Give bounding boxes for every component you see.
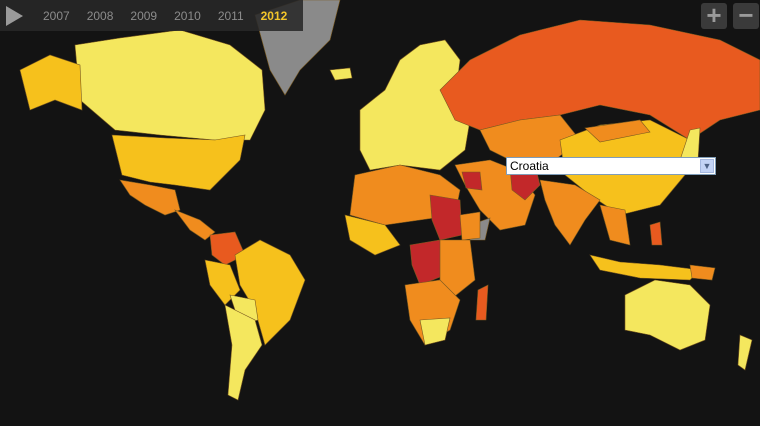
year-2011[interactable]: 2011 (217, 8, 244, 23)
country-select[interactable]: Croatia ▼ (506, 157, 716, 175)
country-png[interactable] (689, 264, 716, 281)
country-mongolia[interactable] (584, 119, 651, 143)
country-russia[interactable] (439, 19, 760, 141)
country-australia[interactable] (624, 279, 711, 351)
country-alaska[interactable] (19, 54, 83, 111)
country-se-asia[interactable] (599, 204, 631, 246)
country-south-africa[interactable] (419, 317, 451, 346)
country-congo[interactable] (409, 239, 446, 286)
country-new-zealand[interactable] (737, 334, 753, 371)
country-philippines[interactable] (649, 221, 663, 246)
year-2010[interactable]: 2010 (174, 8, 201, 23)
country-usa[interactable] (111, 134, 246, 191)
country-ethiopia[interactable] (459, 211, 481, 241)
country-east-africa[interactable] (439, 239, 476, 301)
country-mexico[interactable] (119, 179, 181, 216)
timeline-bar: 2007 2008 2009 2010 2011 2012 (0, 0, 303, 31)
zoom-out-button[interactable]: − (733, 2, 759, 29)
country-canada[interactable] (74, 29, 266, 141)
play-icon[interactable] (6, 5, 23, 26)
country-argentina[interactable] (224, 304, 263, 401)
zoom-in-button[interactable]: + (701, 2, 727, 29)
country-madagascar[interactable] (475, 284, 489, 321)
country-central-america[interactable] (174, 209, 216, 241)
country-sudan[interactable] (429, 194, 463, 241)
country-india[interactable] (539, 179, 601, 246)
country-iraq-syria[interactable] (461, 171, 483, 191)
year-2012[interactable]: 2012 (260, 8, 288, 23)
country-brazil[interactable] (234, 239, 306, 346)
country-iceland[interactable] (329, 67, 353, 81)
year-2009[interactable]: 2009 (130, 8, 158, 23)
year-2008[interactable]: 2008 (86, 8, 114, 23)
chevron-down-icon[interactable]: ▼ (700, 159, 714, 173)
country-select-value: Croatia (510, 159, 549, 173)
country-west-africa[interactable] (344, 214, 401, 256)
year-2007[interactable]: 2007 (43, 8, 70, 23)
country-indonesia[interactable] (589, 254, 701, 281)
